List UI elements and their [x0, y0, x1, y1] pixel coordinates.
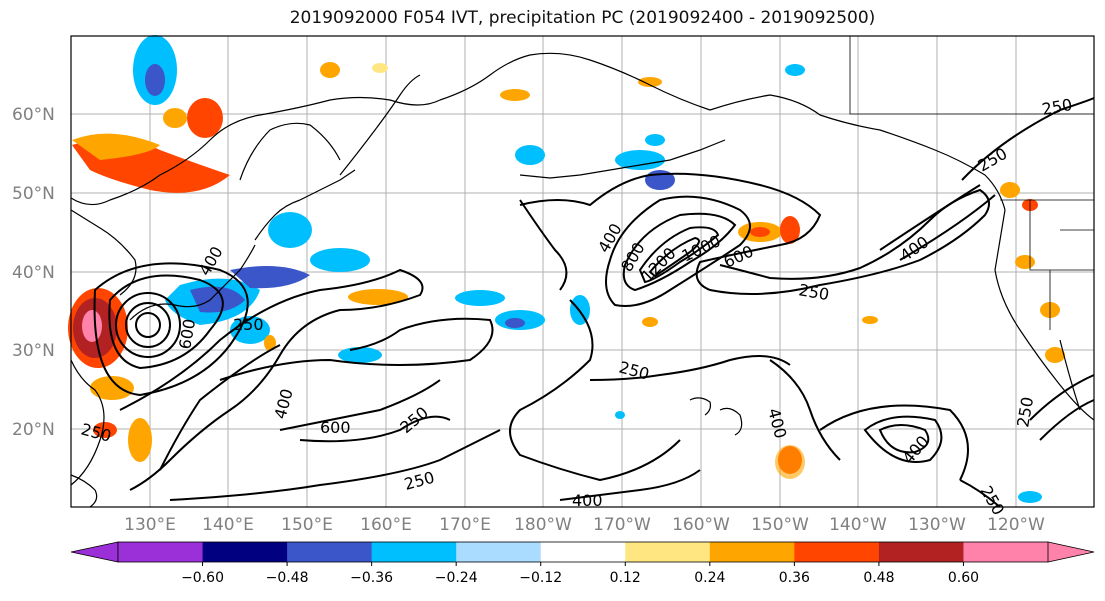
- colorbar-tick-label: −0.24: [435, 570, 478, 586]
- lon-label: 170°W: [593, 515, 651, 535]
- lat-label: 50°N: [12, 184, 55, 204]
- colorbar-tick-label: −0.36: [350, 570, 393, 586]
- contour-label-600: 600: [320, 418, 351, 437]
- colorbar-tick-label: 0.12: [610, 570, 641, 586]
- lon-label: 150°E: [281, 515, 333, 535]
- colorbar-swatch: [456, 542, 542, 562]
- colorbar-tick-label: 0.36: [779, 570, 810, 586]
- colorbar-swatch: [540, 542, 626, 562]
- precip-shading: [68, 35, 1065, 503]
- colorbar-swatch: [878, 542, 964, 562]
- lat-label: 40°N: [12, 263, 55, 283]
- lon-label: 130°W: [908, 515, 966, 535]
- colorbar-swatch: [287, 542, 373, 562]
- lon-label: 180°W: [514, 515, 572, 535]
- colorbar-swatch: [202, 542, 288, 562]
- lat-labels: 60°N 50°N 40°N 30°N 20°N: [12, 105, 55, 440]
- colorbar-swatch: [118, 542, 204, 562]
- colorbar-border: [117, 541, 1049, 563]
- colorbar-swatch: [963, 542, 1049, 562]
- lon-label: 140°W: [829, 515, 887, 535]
- lon-label: 150°W: [751, 515, 809, 535]
- lon-labels: 130°E 140°E 150°E 160°E 170°E 180°W 170°…: [124, 515, 1045, 535]
- colorbar-tick-label: 0.60: [948, 570, 979, 586]
- map-title: 2019092000 F054 IVT, precipitation PC (2…: [289, 8, 876, 28]
- lon-label: 160°W: [672, 515, 730, 535]
- colorbar-tick-label: −0.48: [266, 570, 309, 586]
- lon-label: 120°W: [987, 515, 1045, 535]
- colorbar-swatch: [625, 542, 711, 562]
- colorbar-under-arrow: [70, 541, 119, 563]
- colorbar-tick-label: 0.48: [863, 570, 894, 586]
- colorbar-tick-label: −0.12: [519, 570, 562, 586]
- ivt-contours: [93, 97, 1095, 508]
- borders: [849, 36, 1094, 330]
- colorbar: −0.60 −0.48 −0.36 −0.24 −0.12 0.12 0.24 0.36 0.4…: [70, 541, 1095, 586]
- contour-label: 250: [233, 315, 264, 334]
- lat-label: 30°N: [12, 341, 55, 361]
- colorbar-swatch: [709, 542, 795, 562]
- lat-label: 20°N: [12, 420, 55, 440]
- lon-label: 160°E: [360, 515, 412, 535]
- lon-label: 170°E: [439, 515, 491, 535]
- colorbar-swatch: [371, 542, 457, 562]
- colorbar-swatch: [794, 542, 880, 562]
- lon-label: 130°E: [124, 515, 176, 535]
- coastlines: [70, 52, 1095, 508]
- contour-label-400: 400: [572, 491, 603, 510]
- lat-label: 60°N: [12, 105, 55, 125]
- colorbar-over-arrow: [1047, 541, 1095, 563]
- colorbar-tick-label: −0.60: [181, 570, 224, 586]
- lon-label: 140°E: [202, 515, 254, 535]
- map-frame: [70, 35, 1095, 508]
- colorbar-tick-label: 0.24: [694, 570, 725, 586]
